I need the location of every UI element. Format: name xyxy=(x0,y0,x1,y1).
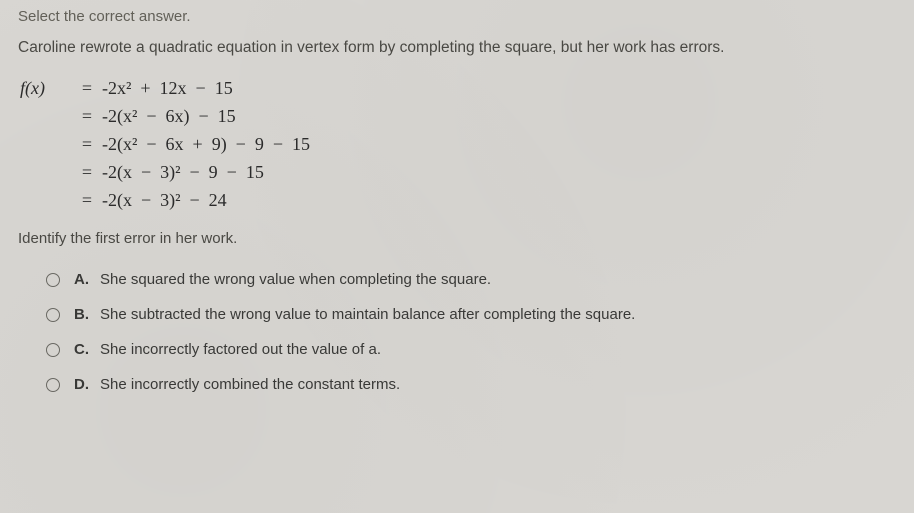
equation-row: = -2(x − 3)² − 9 − 15 xyxy=(20,159,896,187)
equation-rhs: -2x² + 12x − 15 xyxy=(102,75,233,103)
equals-sign: = xyxy=(72,75,102,103)
option-text: She incorrectly combined the constant te… xyxy=(100,376,400,393)
option-d[interactable]: D. She incorrectly combined the constant… xyxy=(46,376,896,393)
option-letter: D. xyxy=(74,376,100,393)
radio-icon[interactable] xyxy=(46,308,60,322)
radio-icon[interactable] xyxy=(46,378,60,392)
equation-rhs: -2(x − 3)² − 9 − 15 xyxy=(102,159,264,187)
option-letter: A. xyxy=(74,271,100,288)
equation-rhs: -2(x² − 6x) − 15 xyxy=(102,103,236,131)
equation-row: = -2(x² − 6x + 9) − 9 − 15 xyxy=(20,131,896,159)
equals-sign: = xyxy=(72,131,102,159)
option-b[interactable]: B. She subtracted the wrong value to mai… xyxy=(46,306,896,323)
instruction-text: Select the correct answer. xyxy=(18,8,896,25)
equation-row: = -2(x² − 6x) − 15 xyxy=(20,103,896,131)
option-text: She incorrectly factored out the value o… xyxy=(100,341,381,358)
option-text: She squared the wrong value when complet… xyxy=(100,271,491,288)
equals-sign: = xyxy=(72,103,102,131)
option-a[interactable]: A. She squared the wrong value when comp… xyxy=(46,271,896,288)
option-letter: C. xyxy=(74,341,100,358)
identify-text: Identify the first error in her work. xyxy=(18,230,896,247)
equation-row: = -2(x − 3)² − 24 xyxy=(20,187,896,215)
option-c[interactable]: C. She incorrectly factored out the valu… xyxy=(46,341,896,358)
radio-icon[interactable] xyxy=(46,273,60,287)
options-list: A. She squared the wrong value when comp… xyxy=(46,271,896,393)
prompt-text: Caroline rewrote a quadratic equation in… xyxy=(18,39,896,57)
option-text: She subtracted the wrong value to mainta… xyxy=(100,306,635,323)
equation-rhs: -2(x² − 6x + 9) − 9 − 15 xyxy=(102,131,310,159)
equals-sign: = xyxy=(72,159,102,187)
equation-block: f(x) = -2x² + 12x − 15 = -2(x² − 6x) − 1… xyxy=(20,75,896,214)
equation-lhs: f(x) xyxy=(20,75,72,103)
equation-rhs: -2(x − 3)² − 24 xyxy=(102,187,227,215)
equals-sign: = xyxy=(72,187,102,215)
radio-icon[interactable] xyxy=(46,343,60,357)
option-letter: B. xyxy=(74,306,100,323)
equation-row: f(x) = -2x² + 12x − 15 xyxy=(20,75,896,103)
